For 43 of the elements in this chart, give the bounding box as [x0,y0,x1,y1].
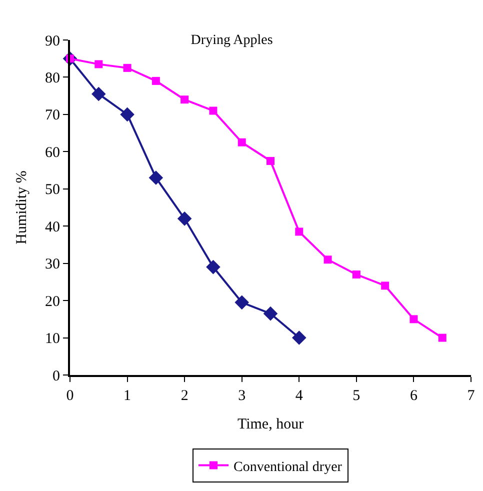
point [209,106,218,115]
point [177,212,192,226]
x-tick-label: 4 [295,388,304,404]
point [234,295,250,310]
point [120,107,134,122]
y-tick-label: 50 [45,182,60,198]
y-tick-label: 10 [45,331,60,348]
point [352,270,360,278]
x-tick-label: 7 [467,388,476,404]
x-tick-label: 3 [238,388,246,404]
point [295,228,304,236]
y-tick-label: 60 [45,144,60,161]
point [180,96,189,104]
point [266,156,274,165]
point [148,170,164,185]
x-tick-label: 6 [410,388,418,404]
point [381,282,390,290]
point [292,330,306,345]
legend-label: Conventional dryer [234,460,342,475]
point [94,60,103,68]
point [438,334,446,342]
point [410,315,418,324]
y-tick-label: 80 [45,70,60,86]
point [324,256,332,264]
y-tick-label: 70 [45,108,60,124]
point [238,138,246,146]
y-tick-label: 30 [45,256,60,273]
point [123,64,132,72]
y-axis-title: Humidity % [14,170,30,244]
y-tick-label: 40 [45,219,60,236]
y-tick-label: 20 [45,294,60,310]
point [206,260,220,274]
point [152,76,160,85]
x-tick-label: 5 [352,388,360,404]
y-tick-label: 90 [45,33,60,50]
x-tick-label: 1 [124,388,132,404]
chart-title: Drying Apples [190,33,273,48]
x-axis-title: Time, hour [237,416,304,432]
x-tick-label: 0 [66,388,74,404]
y-tick-label: 0 [52,368,60,384]
x-tick-label: 2 [180,388,188,404]
point [91,86,106,102]
point [263,306,278,321]
